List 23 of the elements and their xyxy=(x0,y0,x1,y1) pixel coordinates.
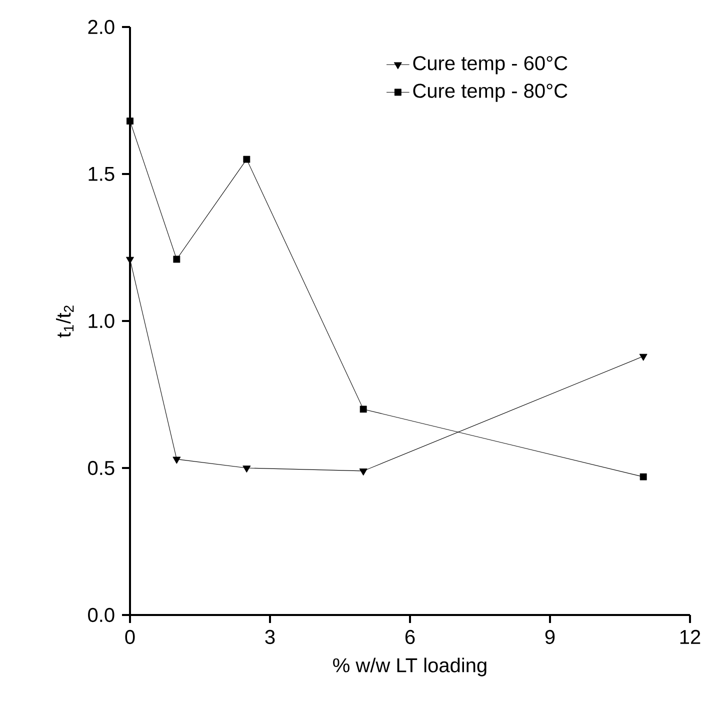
x-tick-label: 6 xyxy=(405,630,415,644)
point xyxy=(243,156,250,163)
legend-label: Cure temp - 60°C xyxy=(413,56,568,74)
x-tick-label: 12 xyxy=(680,630,700,644)
point xyxy=(360,406,367,413)
y-tick-label: 0.5 xyxy=(88,460,114,476)
y-tick-label: 0.0 xyxy=(88,608,114,622)
y-tick-label: 1.5 xyxy=(88,167,114,181)
point xyxy=(172,456,181,464)
x-tick-label: 0 xyxy=(125,630,135,644)
point xyxy=(359,468,368,476)
y-tick-label: 1.0 xyxy=(88,314,114,328)
point xyxy=(640,473,647,480)
y-tick-label: 2.0 xyxy=(88,20,114,34)
x-tick-label: 9 xyxy=(545,630,555,644)
y-axis-title: t$_{1}$/t$_{2}$ xyxy=(56,306,74,338)
x-axis-title: % w/w LT loading xyxy=(333,658,486,676)
legend-label: Cure temp - 80°C xyxy=(413,84,568,102)
point xyxy=(173,256,180,263)
point xyxy=(639,354,648,361)
point xyxy=(242,466,251,473)
point xyxy=(126,118,134,125)
x-tick-label: 3 xyxy=(265,630,275,644)
